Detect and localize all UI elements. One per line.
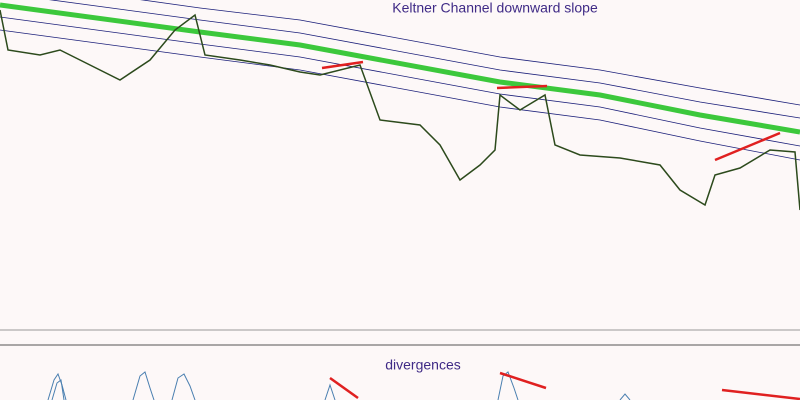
channel-lines xyxy=(0,0,800,161)
oscillator-line xyxy=(47,372,67,400)
price-line xyxy=(0,9,800,211)
oscillator-line xyxy=(132,371,155,400)
oscillator-line xyxy=(51,379,65,400)
divergence-line xyxy=(329,376,359,400)
divergences-upper xyxy=(321,60,781,162)
divergence-line xyxy=(714,131,781,162)
chart-title: Keltner Channel downward slope xyxy=(392,0,598,16)
divergences-lower xyxy=(329,371,800,400)
divergence-line xyxy=(321,60,364,70)
oscillator-line xyxy=(171,373,196,400)
channel-lower-outer xyxy=(0,29,800,161)
oscillator-line xyxy=(497,371,519,400)
oscillator xyxy=(47,371,631,400)
oscillator-line xyxy=(324,383,336,400)
channel-lower-inner xyxy=(0,16,800,147)
channel-upper-outer xyxy=(139,0,800,106)
divergence-line xyxy=(496,84,548,90)
channel-upper-inner xyxy=(48,0,800,119)
panel-title: divergences xyxy=(385,357,461,373)
divergence-line xyxy=(499,371,547,390)
divergence-line xyxy=(721,388,800,400)
oscillator-line xyxy=(619,393,631,400)
